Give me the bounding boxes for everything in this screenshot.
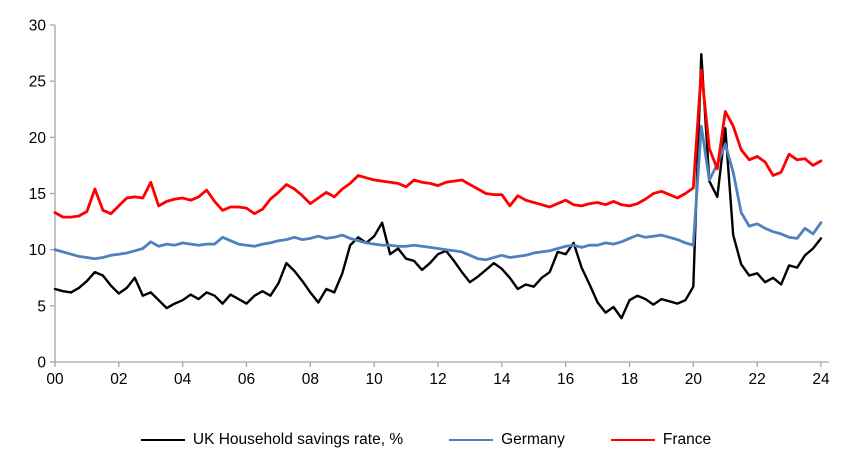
legend-label: France [662,431,712,448]
y-tick-label-15: 15 [29,186,46,203]
x-tick-label-24: 24 [812,371,830,388]
y-tick-label-30: 30 [29,18,47,35]
legend-line-swatch [610,439,655,441]
series-line-france [53,68,823,219]
legend-label: UK Household savings rate, % [192,431,404,448]
y-tick-label-20: 20 [29,130,47,147]
legend: UK Household savings rate, % Germany Franc… [0,424,852,456]
legend-item-france: France [610,431,712,449]
x-tick-label-02: 02 [110,371,127,388]
savings-rate-chart: 0 5 10 15 20 25 30 00 02 04 06 08 10 12 14 16 18 20 22 24 [29,18,830,389]
series-line-uk-household-savings-rate [53,53,823,320]
x-tick-label-22: 22 [749,371,766,388]
legend-line-swatch [449,439,494,441]
series-line-germany [53,124,823,262]
x-tick-label-04: 04 [174,371,192,388]
legend-label: Germany [501,431,565,448]
x-tick-label-10: 10 [366,371,384,388]
legend-line-swatch [140,439,185,441]
x-tick-label-18: 18 [621,371,638,388]
x-tick-label-20: 20 [685,371,703,388]
x-tick-label-00: 00 [46,371,64,388]
legend-item-germany: Germany [449,431,565,449]
y-tick-label-10: 10 [29,242,47,259]
x-tick-label-16: 16 [557,371,574,388]
x-tick-label-06: 06 [238,371,255,388]
legend-item-uk: UK Household savings rate, % [140,431,404,449]
y-tick-label-5: 5 [37,298,46,315]
y-tick-label-0: 0 [37,355,46,372]
x-tick-label-14: 14 [493,371,511,388]
x-tick-label-08: 08 [302,371,319,388]
y-tick-label-25: 25 [29,74,46,91]
x-tick-label-12: 12 [429,371,446,388]
